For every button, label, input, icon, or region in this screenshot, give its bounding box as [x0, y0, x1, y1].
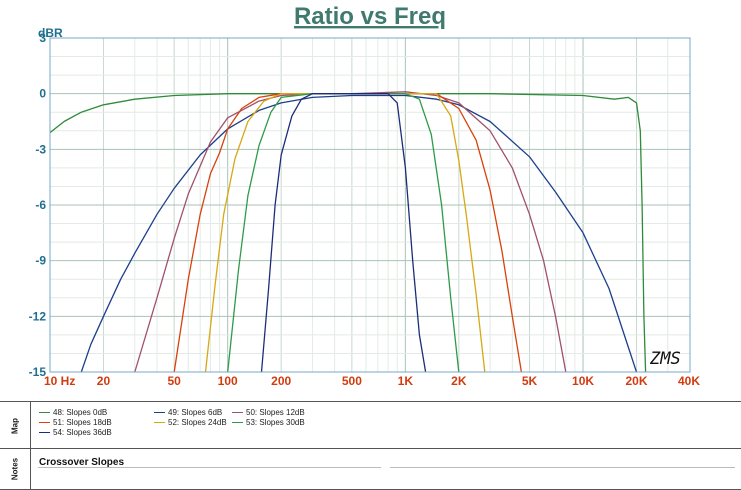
y-axis-label: dBR	[38, 26, 63, 40]
legend-swatch	[39, 422, 50, 423]
y-tick-label: -6	[35, 198, 46, 212]
chart: Ratio vs Freq dBR 3 0 -3 -6 -9 -12 -15 10 Hz 20…	[29, 3, 701, 388]
notes-underline-right	[390, 467, 735, 468]
legend-label: 52: Slopes 24dB	[168, 418, 227, 427]
series-line	[227, 93, 460, 373]
x-tick-label: 20K	[626, 374, 648, 388]
legend-label: 49: Slopes 6dB	[168, 408, 223, 417]
y-tick-label: -12	[29, 309, 47, 323]
legend-item: 50: Slopes 12dB	[232, 408, 305, 417]
legend-swatch	[39, 412, 50, 413]
x-tick-label: 200	[271, 374, 291, 388]
map-panel: Map 48: Slopes 0dB 49: Slopes 6dB 50: Slop…	[0, 401, 741, 449]
legend-label: 50: Slopes 12dB	[246, 408, 305, 417]
y-tick-label: -3	[35, 142, 46, 156]
y-tick-label: -9	[35, 254, 46, 268]
series-group	[49, 91, 647, 373]
legend-item: 49: Slopes 6dB	[154, 408, 222, 417]
series-line	[173, 93, 523, 373]
x-tick-labels: 10 Hz 20 50 100 200 500 1K 2K 5K 10K 20K 40K	[44, 374, 700, 388]
chart-title: Ratio vs Freq	[294, 3, 446, 30]
plot-frame	[49, 37, 691, 373]
notes-underline-left	[38, 467, 381, 468]
x-tick-label: 1K	[398, 374, 414, 388]
map-label: Map	[0, 402, 31, 449]
grid	[50, 37, 690, 373]
x-tick-label: 10 Hz	[44, 374, 75, 388]
x-tick-label: 100	[218, 374, 238, 388]
x-tick-label: 40K	[678, 374, 700, 388]
notes-panel: Notes Crossover Slopes	[0, 448, 741, 490]
legend-label: 48: Slopes 0dB	[53, 408, 108, 417]
x-tick-label: 5K	[522, 374, 538, 388]
x-tick-label: 10K	[572, 374, 594, 388]
x-tick-label: 2K	[451, 374, 467, 388]
y-tick-label: -15	[29, 365, 47, 379]
notes-text: Crossover Slopes	[39, 457, 125, 468]
x-tick-label: 50	[168, 374, 182, 388]
legend-item: 54: Slopes 36dB	[39, 428, 112, 437]
y-tick-label: 3	[39, 31, 46, 45]
legend-item: 48: Slopes 0dB	[39, 408, 107, 417]
series-line	[260, 93, 427, 373]
legend-label: 54: Slopes 36dB	[53, 428, 112, 437]
legend-swatch	[232, 422, 243, 423]
series-line	[49, 93, 647, 373]
legend-swatch	[39, 432, 50, 433]
series-line	[204, 93, 486, 373]
legend-label: 51: Slopes 18dB	[53, 418, 112, 427]
y-tick-labels: 3 0 -3 -6 -9 -12 -15	[29, 31, 47, 379]
legend-swatch	[154, 422, 165, 423]
legend-label: 53: Slopes 30dB	[246, 418, 305, 427]
notes-label: Notes	[0, 449, 31, 489]
signature: ZMS	[649, 349, 681, 369]
y-tick-label: 0	[39, 87, 46, 101]
x-tick-label: 20	[97, 374, 111, 388]
series-line	[134, 91, 567, 373]
legend-swatch	[232, 412, 243, 413]
legend-item: 52: Slopes 24dB	[154, 418, 227, 427]
series-line	[80, 94, 638, 373]
legend-swatch	[154, 412, 165, 413]
x-tick-label: 500	[342, 374, 362, 388]
legend-item: 53: Slopes 30dB	[232, 418, 305, 427]
legend-item: 51: Slopes 18dB	[39, 418, 112, 427]
